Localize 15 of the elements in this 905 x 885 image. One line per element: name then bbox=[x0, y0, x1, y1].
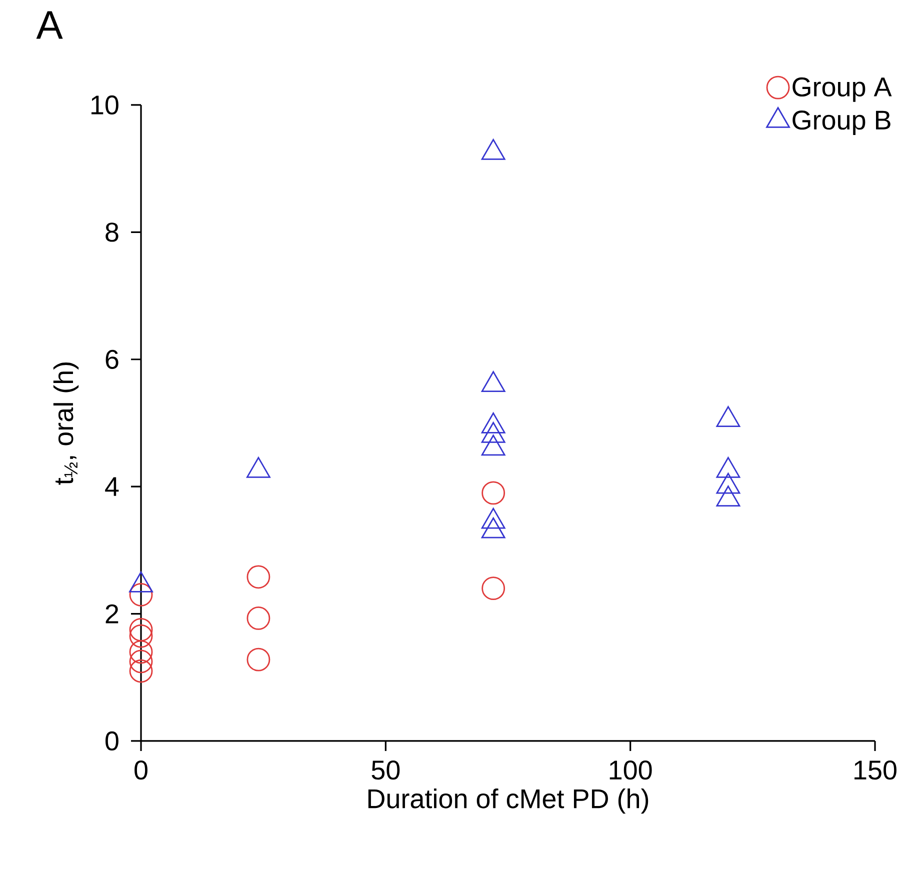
chart-title: A bbox=[36, 11, 63, 39]
y-tick-label: 4 bbox=[105, 477, 119, 496]
x-tick-label: 100 bbox=[610, 760, 652, 780]
x-tick-label: 150 bbox=[854, 760, 896, 780]
y-tick-label: 2 bbox=[106, 604, 118, 624]
legend-label: Group B bbox=[792, 110, 890, 136]
x-tick-label: 50 bbox=[372, 760, 400, 780]
y-tick-label: 0 bbox=[106, 731, 118, 751]
y-tick-label: 6 bbox=[106, 350, 118, 369]
x-tick-label: 0 bbox=[134, 760, 148, 780]
y-tick-label: 8 bbox=[106, 222, 118, 242]
legend-label: Group A bbox=[792, 77, 892, 102]
y-tick-label: 10 bbox=[91, 95, 118, 115]
y-axis-title: t$_{½}$, oral (h) bbox=[53, 362, 79, 485]
x-axis-title: Duration of cMet PD (h) bbox=[368, 788, 648, 814]
